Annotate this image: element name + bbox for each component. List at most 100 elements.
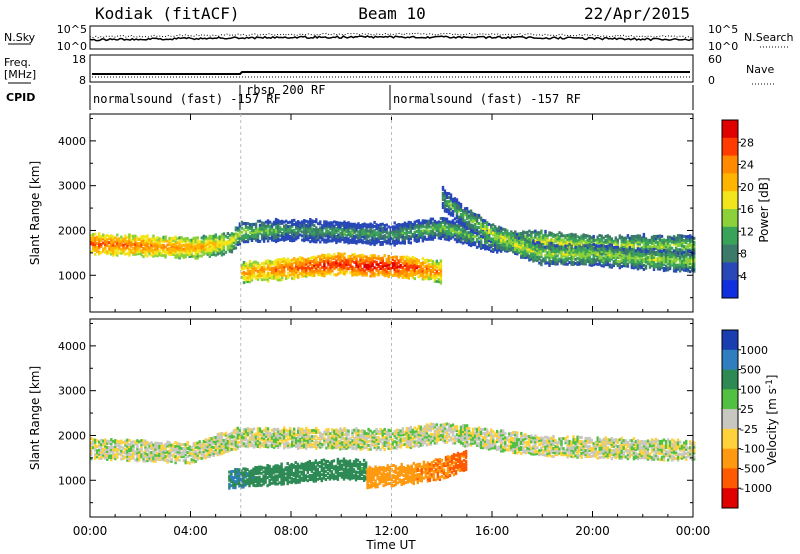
power-cell — [142, 249, 145, 252]
power-cell — [258, 219, 262, 223]
velocity-cell — [130, 457, 133, 460]
power-cell — [321, 273, 324, 277]
velocity-cell — [172, 447, 175, 451]
power-cell — [594, 260, 597, 264]
power-cell — [660, 250, 664, 254]
power-cell — [174, 235, 177, 239]
power-cell — [132, 252, 135, 256]
velocity-cell — [148, 446, 151, 450]
power-cell — [274, 226, 278, 229]
power-cell — [550, 259, 553, 263]
power-cell — [546, 242, 549, 246]
power-cell — [584, 242, 587, 246]
power-cell — [313, 257, 316, 261]
velocity-cell — [112, 445, 115, 449]
power-cell — [278, 258, 282, 262]
power-cell — [453, 231, 457, 235]
freq-label: Freq. — [4, 56, 31, 69]
power-cell — [375, 256, 378, 260]
power-cell — [598, 248, 601, 252]
power-cell — [486, 231, 489, 235]
power-cell — [471, 224, 475, 228]
power-cell — [262, 235, 266, 239]
velocity-cell — [92, 440, 95, 444]
velocity-cell — [156, 445, 159, 449]
power-cell — [399, 233, 402, 237]
power-cell — [295, 268, 298, 272]
power-cell — [576, 252, 579, 256]
power-cell — [427, 233, 431, 237]
velocity-cell — [192, 450, 195, 454]
power-cell — [357, 262, 360, 266]
power-cell — [413, 263, 416, 266]
power-cell — [556, 233, 559, 237]
velocity-cell — [168, 451, 171, 455]
power-cell — [618, 262, 621, 266]
power-cell — [542, 238, 545, 242]
power-cell — [361, 225, 364, 229]
power-cell — [230, 238, 234, 242]
power-cell — [570, 256, 573, 260]
power-cell — [391, 266, 394, 270]
power-cell — [268, 220, 272, 224]
power-cell — [574, 235, 577, 239]
power-cell — [520, 253, 523, 257]
power-cell — [114, 240, 117, 244]
power-cell — [530, 255, 533, 259]
power-cell — [272, 262, 276, 266]
power-cell — [608, 235, 611, 239]
power-cell — [522, 253, 525, 257]
power-cell — [504, 238, 507, 242]
power-cell — [550, 239, 553, 243]
power-cell — [347, 263, 350, 267]
velocity-cell — [194, 451, 197, 455]
power-cell — [463, 234, 467, 238]
power-cell — [367, 267, 370, 270]
power-cell — [484, 221, 487, 225]
power-cell — [327, 269, 330, 273]
power-cell — [325, 272, 328, 276]
power-cell — [395, 257, 398, 261]
power-cell — [676, 265, 680, 269]
power-cell — [484, 231, 487, 235]
power-cell — [315, 234, 318, 238]
power-cell — [315, 228, 318, 232]
power-cell — [425, 272, 429, 276]
power-cell — [486, 225, 489, 229]
power-cell — [445, 210, 449, 214]
power-cell — [534, 258, 537, 262]
power-cell — [146, 240, 149, 244]
velocity-cell — [140, 455, 143, 459]
power-cell — [606, 247, 609, 251]
power-cell — [287, 225, 290, 229]
power-cell — [506, 231, 509, 235]
power-cell — [658, 265, 662, 269]
power-cell — [307, 234, 310, 238]
power-cell — [281, 270, 284, 273]
power-cell — [693, 259, 696, 263]
power-cell — [254, 276, 258, 280]
power-cell — [538, 233, 541, 237]
power-cell — [467, 222, 471, 226]
power-cell — [134, 238, 137, 242]
power-cell — [363, 269, 366, 273]
power-cell — [685, 241, 688, 245]
power-cell — [477, 213, 481, 217]
power-cell — [526, 239, 529, 243]
power-cell — [333, 263, 336, 267]
power-cell — [540, 243, 543, 246]
velocity-cell — [166, 450, 169, 454]
power-cell — [303, 223, 306, 227]
power-cell — [636, 238, 640, 242]
velocity-cell — [168, 443, 171, 447]
power-cell — [654, 265, 658, 269]
power-cell — [361, 227, 364, 231]
power-cell — [303, 219, 306, 222]
power-cell — [674, 242, 678, 246]
power-cell — [628, 258, 632, 262]
power-cell — [331, 239, 334, 243]
velocity-cell — [200, 446, 203, 450]
power-cell — [369, 260, 372, 264]
velocity-cell — [188, 449, 191, 453]
power-cell — [395, 227, 398, 231]
